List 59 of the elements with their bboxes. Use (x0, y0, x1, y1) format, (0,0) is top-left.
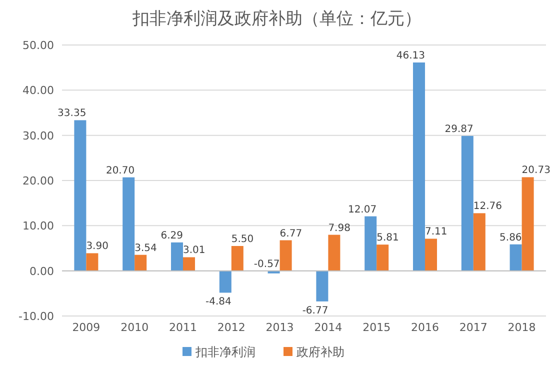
data-label: 12.07 (348, 204, 377, 216)
data-label: 3.01 (183, 245, 206, 256)
data-label: 6.29 (160, 230, 183, 242)
chart-title: 扣非净利润及政府补助（单位：亿元） (132, 9, 422, 29)
data-label: 6.77 (280, 228, 302, 240)
bar (461, 136, 474, 271)
data-label: 3.90 (86, 241, 108, 252)
data-label: 20.73 (522, 165, 550, 176)
x-tick-label: 2012 (217, 321, 246, 334)
data-label: -6.77 (302, 305, 328, 316)
y-tick-label: 30.00 (22, 129, 54, 142)
data-label: 7.98 (328, 222, 350, 234)
bar (328, 234, 340, 271)
bar (171, 242, 183, 271)
bar (376, 244, 389, 271)
y-tick-label: 20.00 (22, 174, 54, 188)
bar (231, 246, 244, 271)
x-tick-label: 2016 (411, 321, 439, 334)
y-tick-label: -10.00 (18, 310, 54, 323)
y-tick-label: 40.00 (22, 84, 54, 98)
data-label: 7.11 (425, 226, 448, 238)
y-tick-label: 0.00 (30, 264, 54, 278)
x-tick-label: 2014 (314, 321, 342, 334)
data-label: 46.13 (396, 50, 425, 62)
bar (425, 238, 437, 271)
x-tick-label: 2015 (362, 321, 391, 334)
bar (280, 240, 292, 271)
bar (219, 270, 232, 293)
data-label: 5.86 (500, 232, 522, 244)
bar (510, 244, 522, 271)
legend-label: 政府补助 (296, 345, 344, 359)
bar (413, 62, 425, 271)
x-tick-label: 2018 (508, 321, 536, 334)
bar (74, 120, 86, 271)
bar (522, 177, 534, 271)
x-tick-label: 2010 (120, 321, 149, 334)
data-label: 20.70 (106, 165, 135, 176)
x-tick-label: 2009 (72, 321, 100, 334)
bar (316, 270, 328, 302)
bar (183, 257, 195, 271)
data-label: -4.84 (206, 296, 232, 308)
data-label: 29.87 (444, 124, 474, 135)
y-tick-label: 50.00 (22, 39, 54, 52)
data-label: 33.35 (58, 108, 86, 120)
data-label: 5.81 (376, 232, 399, 244)
bar (86, 253, 98, 271)
x-tick-label: 2017 (459, 321, 488, 334)
bar (473, 213, 486, 271)
data-label: 3.54 (134, 242, 157, 254)
data-label: -0.57 (254, 258, 280, 270)
legend-label: 扣非净利润 (194, 345, 256, 359)
y-tick-label: 10.00 (22, 220, 54, 233)
bar (134, 254, 147, 271)
x-tick-label: 2013 (266, 321, 294, 334)
x-tick-label: 2011 (169, 321, 197, 334)
data-label: 5.50 (231, 234, 254, 245)
bar (122, 177, 135, 271)
bar (364, 216, 377, 271)
data-label: 12.76 (473, 201, 502, 212)
